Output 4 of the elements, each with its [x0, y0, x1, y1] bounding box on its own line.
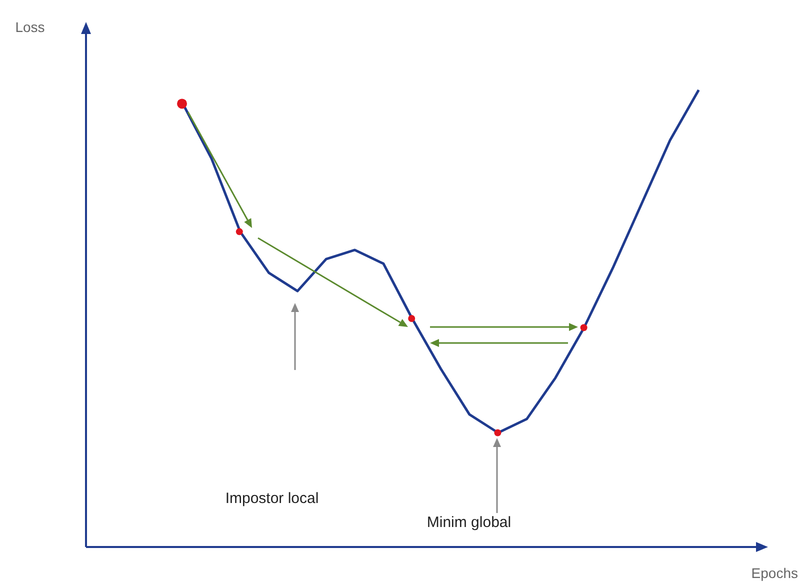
x-axis-title: Epochs [751, 565, 798, 581]
text: Loss [15, 19, 45, 35]
annotation: Impostor local [225, 490, 319, 507]
annotation: Minim global [426, 514, 512, 531]
